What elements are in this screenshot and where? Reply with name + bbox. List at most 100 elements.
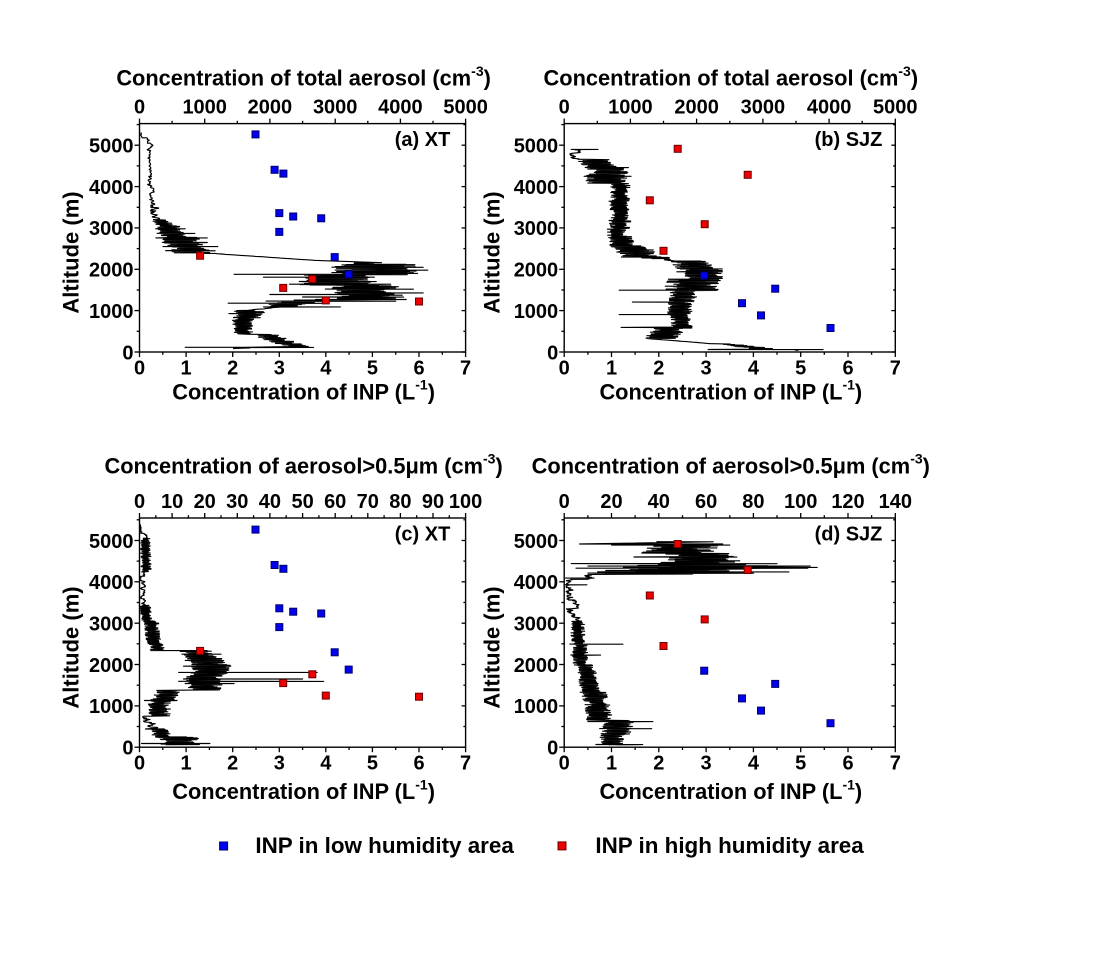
- svg-text:0: 0: [134, 97, 145, 119]
- svg-text:0: 0: [134, 753, 145, 775]
- svg-text:Concentration of aerosol>0.5μm: Concentration of aerosol>0.5μm (cm-3): [104, 451, 502, 479]
- svg-text:4000: 4000: [807, 97, 852, 119]
- svg-text:100: 100: [449, 491, 482, 513]
- svg-text:4: 4: [320, 358, 332, 380]
- svg-text:2000: 2000: [89, 655, 134, 677]
- svg-text:6: 6: [842, 753, 853, 775]
- svg-text:0: 0: [559, 358, 570, 380]
- svg-text:2: 2: [227, 358, 238, 380]
- svg-text:6: 6: [413, 753, 424, 775]
- svg-text:0: 0: [559, 491, 570, 513]
- svg-text:40: 40: [259, 491, 281, 513]
- svg-text:Concentration of INP (L-1): Concentration of INP (L-1): [599, 776, 862, 804]
- svg-text:2000: 2000: [674, 97, 719, 119]
- svg-text:2: 2: [227, 753, 238, 775]
- svg-text:1000: 1000: [514, 696, 559, 718]
- svg-text:(a) XT: (a) XT: [395, 129, 451, 151]
- svg-text:4000: 4000: [514, 177, 559, 199]
- svg-text:70: 70: [357, 491, 379, 513]
- svg-text:2000: 2000: [514, 655, 559, 677]
- svg-text:5: 5: [367, 753, 378, 775]
- svg-text:5000: 5000: [873, 97, 918, 119]
- svg-text:Concentration of total aerosol: Concentration of total aerosol (cm-3): [544, 63, 919, 91]
- svg-text:4000: 4000: [378, 97, 423, 119]
- svg-text:2000: 2000: [514, 260, 559, 282]
- svg-text:0: 0: [122, 738, 133, 760]
- svg-text:Altitude (m): Altitude (m): [480, 191, 505, 313]
- svg-text:5000: 5000: [443, 97, 488, 119]
- svg-text:7: 7: [460, 753, 471, 775]
- svg-text:0: 0: [134, 491, 145, 513]
- svg-text:4: 4: [320, 753, 332, 775]
- svg-text:1000: 1000: [89, 696, 134, 718]
- svg-text:INP in low humidity area: INP in low humidity area: [255, 833, 514, 858]
- svg-text:Concentration of INP (L-1): Concentration of INP (L-1): [599, 377, 862, 405]
- svg-text:3000: 3000: [313, 97, 358, 119]
- svg-text:20: 20: [194, 491, 216, 513]
- svg-text:90: 90: [422, 491, 444, 513]
- svg-text:1: 1: [181, 358, 192, 380]
- svg-text:(b) SJZ: (b) SJZ: [815, 129, 883, 151]
- svg-text:80: 80: [389, 491, 411, 513]
- svg-text:5000: 5000: [89, 531, 134, 553]
- svg-text:5000: 5000: [514, 531, 559, 553]
- svg-text:60: 60: [324, 491, 346, 513]
- svg-text:140: 140: [879, 491, 912, 513]
- svg-text:Concentration of aerosol>0.5μm: Concentration of aerosol>0.5μm (cm-3): [532, 451, 930, 479]
- svg-text:2000: 2000: [248, 97, 293, 119]
- svg-text:2000: 2000: [89, 260, 134, 282]
- svg-text:3000: 3000: [741, 97, 786, 119]
- svg-text:4000: 4000: [89, 572, 134, 594]
- svg-text:0: 0: [122, 342, 133, 364]
- svg-text:0: 0: [134, 358, 145, 380]
- svg-text:50: 50: [291, 491, 313, 513]
- svg-text:5000: 5000: [514, 136, 559, 158]
- svg-text:2: 2: [653, 358, 664, 380]
- svg-text:80: 80: [742, 491, 764, 513]
- svg-text:5: 5: [795, 358, 806, 380]
- svg-text:3: 3: [701, 753, 712, 775]
- svg-text:5: 5: [367, 358, 378, 380]
- svg-text:7: 7: [890, 753, 901, 775]
- svg-text:60: 60: [695, 491, 717, 513]
- svg-text:3: 3: [274, 753, 285, 775]
- svg-text:4000: 4000: [89, 177, 134, 199]
- svg-text:Altitude (m): Altitude (m): [480, 586, 505, 708]
- svg-text:Altitude (m): Altitude (m): [59, 586, 84, 708]
- svg-text:0: 0: [559, 97, 570, 119]
- svg-text:1000: 1000: [89, 301, 134, 323]
- svg-text:5: 5: [795, 753, 806, 775]
- svg-text:6: 6: [842, 358, 853, 380]
- svg-text:3: 3: [701, 358, 712, 380]
- svg-text:20: 20: [600, 491, 622, 513]
- svg-text:3000: 3000: [89, 218, 134, 240]
- svg-text:10: 10: [161, 491, 183, 513]
- svg-text:3000: 3000: [89, 614, 134, 636]
- svg-text:6: 6: [413, 358, 424, 380]
- svg-text:Altitude (m): Altitude (m): [59, 191, 84, 313]
- svg-text:Concentration of INP (L-1): Concentration of INP (L-1): [172, 377, 435, 405]
- svg-text:1000: 1000: [608, 97, 653, 119]
- svg-text:30: 30: [226, 491, 248, 513]
- svg-text:Concentration of INP (L-1): Concentration of INP (L-1): [172, 776, 435, 804]
- svg-text:1: 1: [606, 753, 617, 775]
- svg-text:0: 0: [559, 753, 570, 775]
- svg-text:(c) XT: (c) XT: [395, 523, 451, 545]
- svg-text:120: 120: [831, 491, 864, 513]
- svg-text:1: 1: [606, 358, 617, 380]
- svg-text:7: 7: [460, 358, 471, 380]
- svg-text:7: 7: [890, 358, 901, 380]
- svg-text:2: 2: [653, 753, 664, 775]
- svg-text:1000: 1000: [514, 301, 559, 323]
- svg-text:3: 3: [274, 358, 285, 380]
- svg-text:1: 1: [181, 753, 192, 775]
- svg-text:Concentration of total aerosol: Concentration of total aerosol (cm-3): [116, 63, 491, 91]
- svg-text:0: 0: [547, 342, 558, 364]
- svg-text:100: 100: [784, 491, 817, 513]
- svg-text:4: 4: [748, 358, 760, 380]
- svg-text:3000: 3000: [514, 218, 559, 240]
- svg-text:(d) SJZ: (d) SJZ: [815, 523, 883, 545]
- svg-text:4000: 4000: [514, 572, 559, 594]
- svg-text:3000: 3000: [514, 614, 559, 636]
- svg-text:5000: 5000: [89, 136, 134, 158]
